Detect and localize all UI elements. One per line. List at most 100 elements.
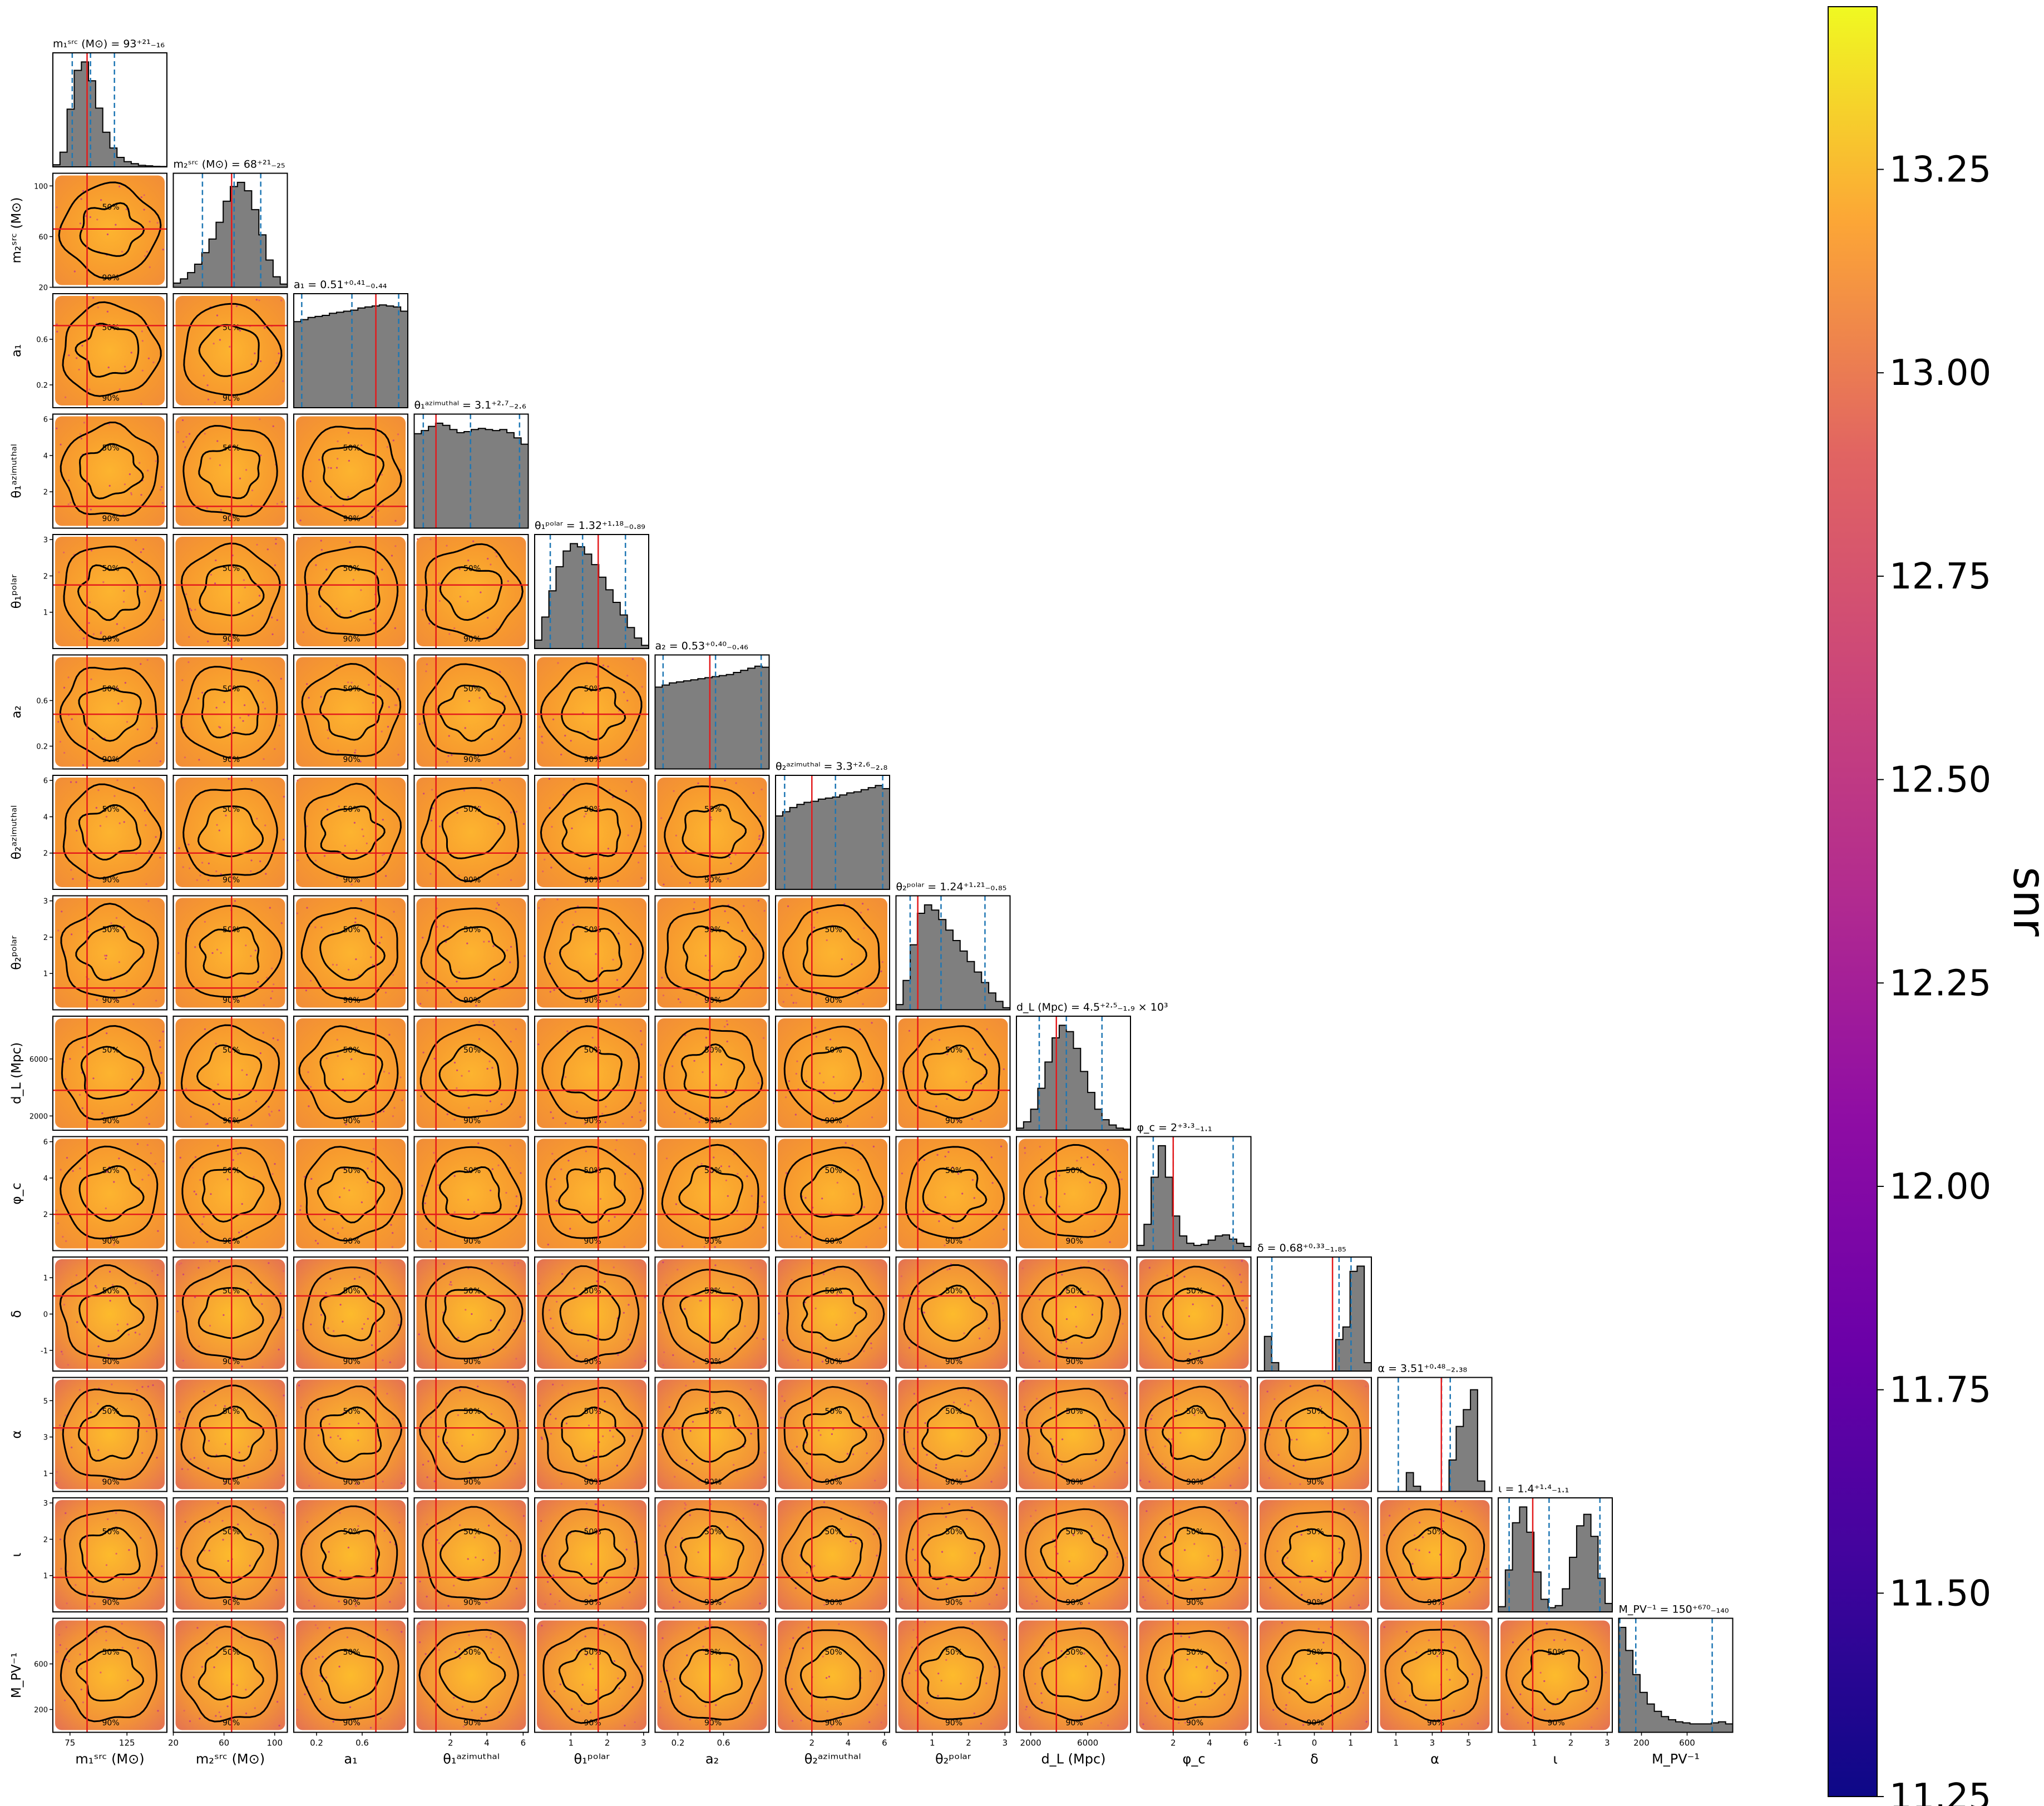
sample-point [1088, 1602, 1090, 1605]
sample-point [243, 1464, 245, 1467]
sample-point [216, 1646, 218, 1649]
contour-50 [561, 1406, 626, 1463]
sample-point [431, 819, 433, 822]
sample-point [271, 990, 274, 992]
colorbar-tick-label: 11.75 [1889, 1370, 1991, 1411]
sample-point [686, 1654, 688, 1656]
hist-panel-alpha: α = 3.51⁺⁰·⁴⁸₋₂.₃₈ [1377, 1363, 1493, 1492]
sample-point [394, 545, 397, 547]
sample-point [350, 681, 353, 684]
sample-point [76, 829, 78, 832]
sample-point [214, 582, 216, 585]
sample-points [297, 537, 399, 634]
sample-point [1322, 1641, 1325, 1644]
sample-point [976, 1676, 979, 1679]
sample-point [1269, 1587, 1271, 1589]
sample-point [560, 1168, 562, 1170]
sample-point [867, 1416, 869, 1418]
scatter-panel-iota-vs-t2p: 90%50% [895, 1497, 1011, 1612]
sample-point [106, 1171, 108, 1173]
sample-point [585, 1654, 587, 1656]
contour-90 [1266, 1629, 1366, 1724]
sample-point [522, 823, 525, 825]
density-fill [1380, 1620, 1490, 1730]
sample-point [1058, 1205, 1060, 1208]
sample-point [82, 1046, 84, 1048]
sample-point [784, 1096, 787, 1099]
sample-point [106, 310, 108, 313]
sample-point [724, 910, 726, 912]
contour-label-50: 50% [102, 1287, 120, 1296]
sample-point [1164, 1466, 1167, 1468]
sample-point [369, 619, 372, 621]
contour-90 [542, 1265, 640, 1363]
contour-90 [543, 1387, 644, 1482]
panel-frame [413, 1377, 529, 1492]
contour-label-50: 50% [463, 1287, 481, 1296]
sample-point [731, 1659, 733, 1661]
sample-point [973, 1297, 975, 1299]
contour-label-50: 50% [102, 565, 120, 573]
sample-point [821, 1360, 824, 1363]
scatter-panel-phic-vs-a1: 90%50% [293, 1136, 408, 1251]
sample-point [308, 1105, 310, 1107]
sample-point [792, 1002, 794, 1004]
contour-label-90: 90% [463, 1117, 481, 1126]
contour-label-90: 90% [584, 1237, 601, 1246]
sample-point [952, 1227, 954, 1229]
sample-point [915, 1670, 917, 1672]
sample-point [327, 737, 329, 739]
sample-point [1421, 1536, 1424, 1538]
contour-label-90: 90% [825, 1599, 842, 1607]
sample-point [63, 751, 66, 754]
sample-point [752, 792, 755, 794]
sample-point [320, 549, 323, 551]
sample-point [498, 1656, 500, 1658]
sample-point [814, 1580, 817, 1583]
sample-point [557, 662, 559, 664]
sample-point [335, 1462, 338, 1464]
sample-point [121, 1646, 124, 1649]
contour-label-90: 90% [463, 1719, 481, 1728]
contour-50 [319, 1406, 382, 1463]
scatter-panel-t1p-vs-t1a: 90%50% [413, 534, 529, 649]
sample-point [870, 1670, 872, 1673]
sample-points [1142, 1622, 1230, 1725]
density-fill [537, 1139, 646, 1249]
sample-point [187, 1468, 189, 1471]
sample-point [1330, 1626, 1332, 1628]
contour-90 [60, 1625, 158, 1723]
sample-point [149, 266, 151, 268]
sample-point [115, 917, 118, 919]
contour-90 [1024, 1508, 1124, 1604]
sample-point [1281, 1622, 1283, 1624]
panel-frame [413, 1016, 529, 1131]
contour-label-50: 50% [343, 444, 361, 453]
panel-frame [172, 1617, 288, 1733]
density-fill [778, 1139, 887, 1249]
sample-point [361, 828, 363, 830]
sample-point [1429, 1722, 1431, 1724]
sample-point [102, 581, 105, 583]
sample-point [381, 568, 383, 571]
sample-point [140, 1078, 142, 1080]
sample-point [1365, 1720, 1367, 1723]
colorbar-tick-label: 12.00 [1889, 1166, 1991, 1208]
sample-point [138, 1587, 140, 1589]
y-tick-label: 200 [34, 1706, 48, 1715]
density-fill [296, 1500, 406, 1610]
sample-point [969, 1600, 971, 1602]
sample-point [206, 1122, 209, 1125]
x-axis-label-t1p: θ₁ᵖᵒˡᵃʳ [574, 1751, 610, 1767]
sample-point [97, 1345, 100, 1348]
y-tick-label: 4 [43, 1175, 48, 1183]
density-fill [296, 1018, 406, 1128]
density-fill [537, 898, 646, 1008]
contour-90 [1264, 1511, 1362, 1605]
density-fill [175, 416, 285, 526]
sample-point [689, 1117, 691, 1120]
sample-point [702, 1071, 704, 1073]
contour-label-50: 50% [343, 1046, 361, 1055]
contour-label-90: 90% [102, 876, 120, 885]
